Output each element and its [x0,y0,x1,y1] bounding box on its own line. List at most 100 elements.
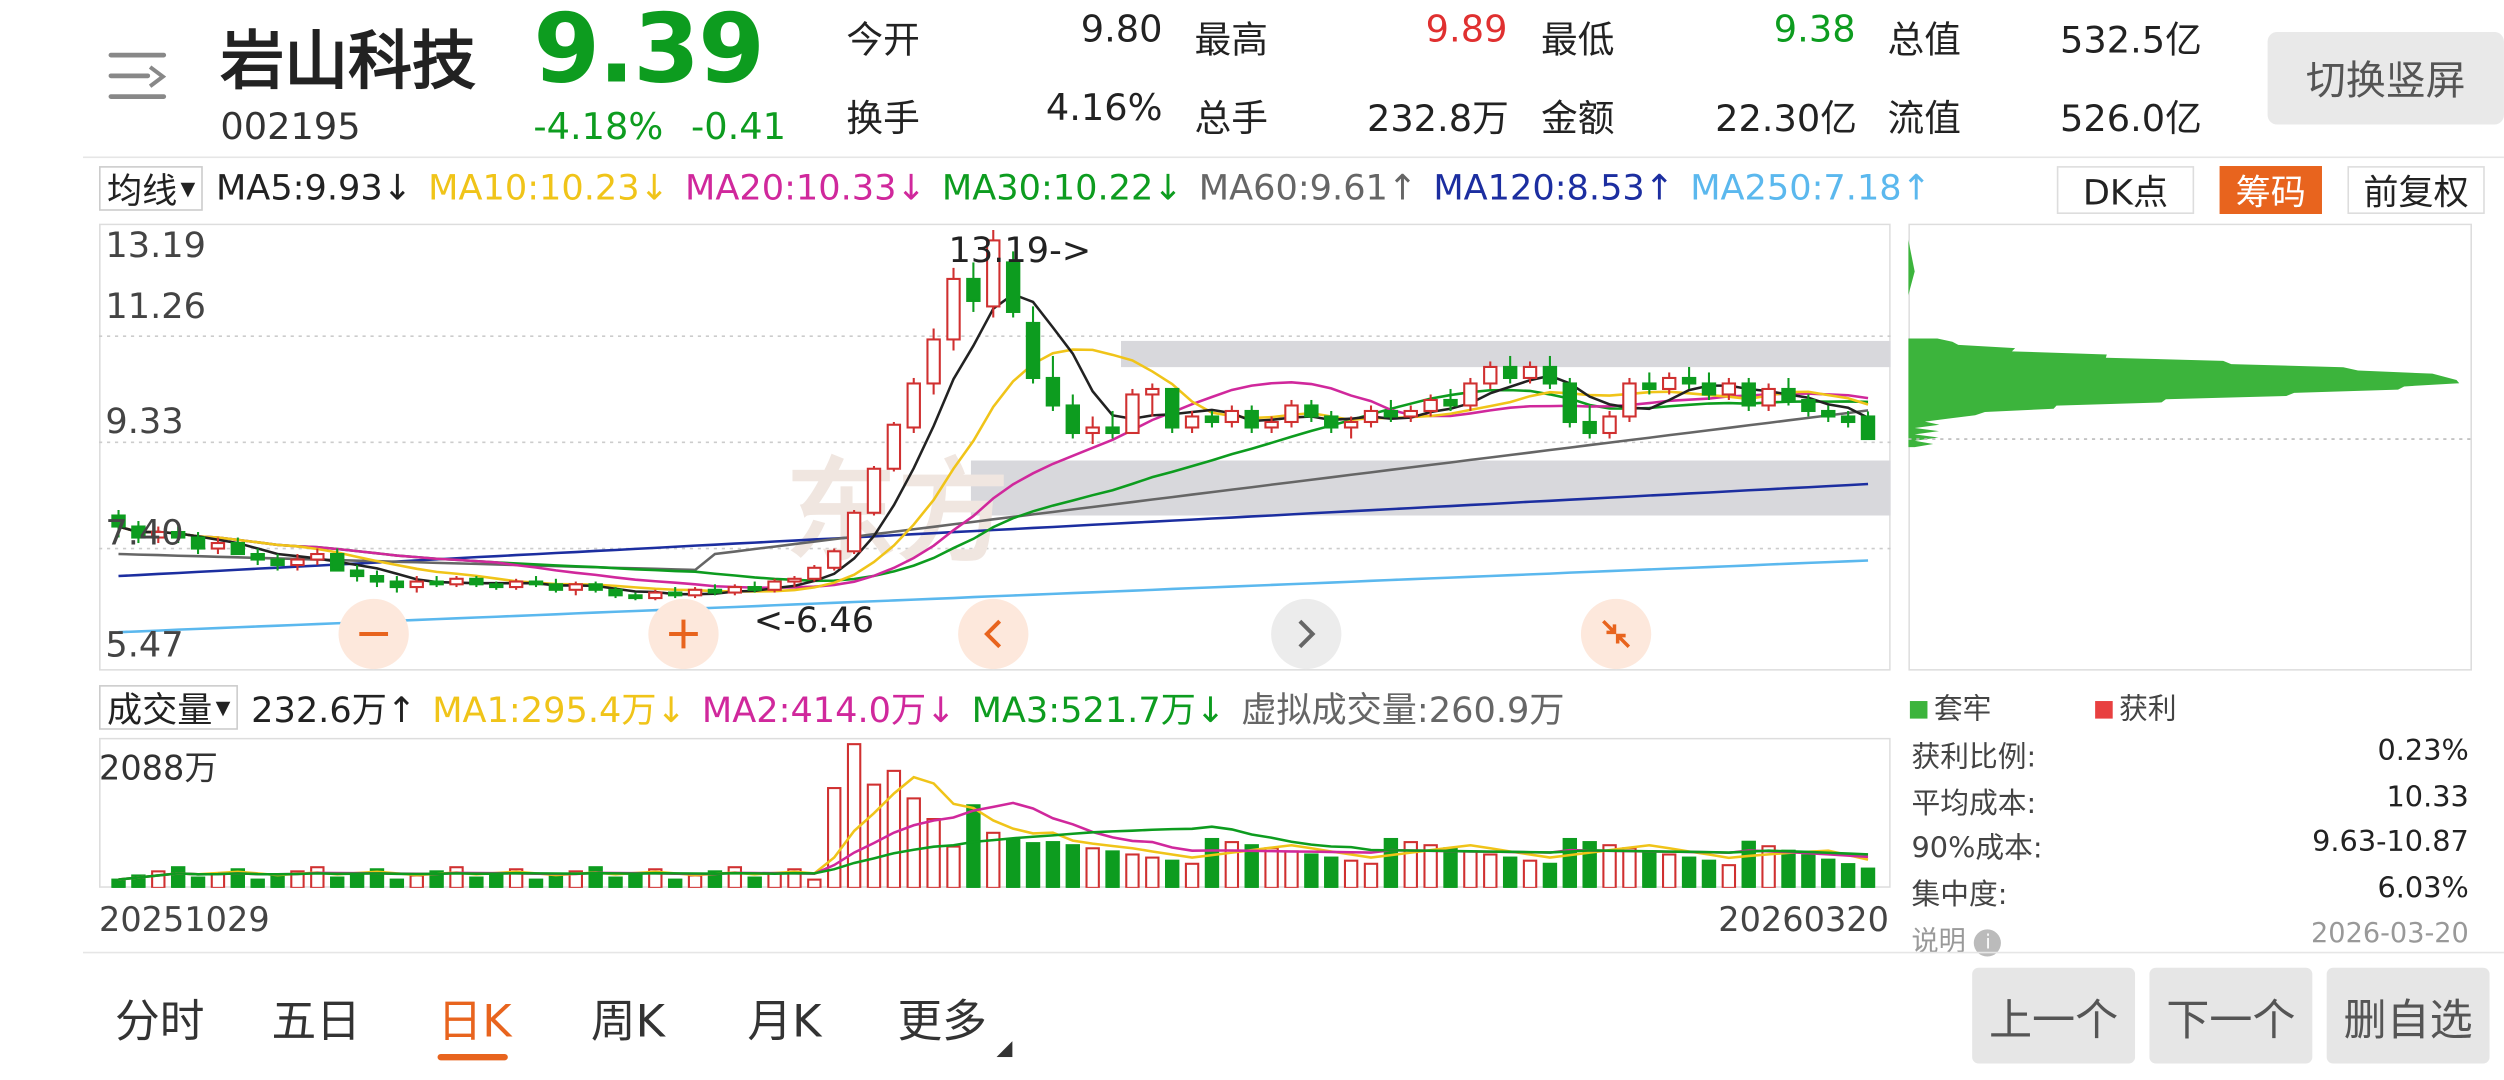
tab-3[interactable]: 周K [590,994,665,1048]
candle [1085,416,1100,444]
arrow-icon: ↑ [1387,168,1418,209]
arrow-icon: ↓ [1153,168,1183,209]
tab-5[interactable]: 更多 [897,994,987,1048]
start-date: 20251029 [99,900,270,939]
candle [1383,399,1399,422]
arrow-icon: ↑ [1644,168,1675,209]
ma-item-value: MA250:7.18 [1690,168,1902,209]
candle [1423,394,1438,417]
volume-bar [1324,856,1339,888]
candle [1463,377,1478,411]
next-icon[interactable] [1271,598,1342,670]
tab-4[interactable]: 月K [747,994,822,1048]
prev-icon[interactable] [958,598,1029,670]
ma-selector[interactable]: 均线 ▼ [99,166,204,212]
collapse-icon[interactable] [1580,598,1652,670]
volume-bar [1821,858,1836,888]
volume-bar [250,878,265,888]
tab-2[interactable]: 日K [437,994,512,1048]
chip-button[interactable]: 筹码 [2219,166,2322,214]
adjust-button[interactable]: 前复权 [2347,166,2485,214]
chip-frame [1908,223,2473,671]
volume-bar [1721,864,1737,888]
candle [1522,361,1538,384]
candle [489,581,504,590]
tab-1[interactable]: 五日 [271,994,361,1048]
candle [866,466,882,516]
stat-label-1: 平均成本: [1911,786,2037,821]
ma-item-4: MA60:9.61↑ [1199,168,1418,208]
arrow-icon: ↑ [1901,168,1932,209]
volume-bar [1781,849,1796,888]
volume-bar [1602,844,1617,888]
volume-bar [1383,837,1399,888]
candle [310,548,325,566]
prev-stock-button[interactable]: 上一个 [1972,967,2136,1064]
dk-point-button[interactable]: DK点 [2056,166,2195,214]
ma120-line [118,482,1869,578]
candle [1145,383,1160,417]
volume-bar [170,866,186,888]
menu-icon[interactable] [108,52,167,101]
candle [1045,355,1061,411]
candle [409,576,424,593]
candle [1681,366,1697,389]
candle [906,377,921,433]
candle [1005,251,1021,318]
chip-profile-top [1908,239,1915,296]
candle [250,548,265,566]
stat-label-0: 获利比例: [1911,740,2037,775]
zoom-out-icon[interactable] [338,598,409,670]
candle [926,328,941,395]
candle [1244,405,1259,433]
volume-ma-item-value: 虚拟成交量:260.9万 [1241,691,1565,732]
quote-label-3: 总值 [1887,20,1961,63]
stock-name: 岩山科技 [220,25,476,100]
quote-value-3: 532.5亿 [2060,20,2202,63]
tab-0[interactable]: 分时 [114,994,205,1048]
candle [727,584,743,596]
volume-ma-item-value: MA2:414.0万 [701,691,927,732]
volume-chart[interactable] [99,737,1891,888]
volume-bar [827,787,842,888]
quote-value-1: 9.89 [1425,9,1508,52]
zoom-in-icon[interactable] [648,598,719,670]
candle [787,576,802,588]
price-tick-label: 11.26 [105,287,206,328]
low-annotation: <-6.46 [754,600,874,641]
candle [1662,372,1677,395]
candle [886,421,902,472]
switch-portrait-button[interactable]: 切换竖屏 [2267,31,2504,125]
high-annotation: 13.19-> [949,230,1092,271]
chart-frame [99,223,1891,671]
volume-bar [608,876,623,888]
quote-label-2: 最低 [1541,20,1615,63]
quote-value-5: 232.8万 [1366,99,1509,141]
volume-bar [846,743,862,888]
volume-indicator-bar: 成交量 ▼ 232.6万↑ MA1:295.4万↓ MA2:414.0万↓ MA3:52… [99,683,1580,731]
volume-bar [389,878,405,888]
volume-bar [588,866,603,888]
candle [966,262,981,312]
candle [1105,410,1120,439]
volume-bar [1065,844,1080,888]
active-tab-indicator [437,1053,508,1061]
candle [230,537,246,556]
remove-watchlist-button[interactable]: 删自选 [2326,967,2490,1064]
next-stock-button[interactable]: 下一个 [2149,967,2313,1064]
candle [1304,399,1319,422]
candle [628,592,643,601]
quote-label-0: 今开 [846,20,920,63]
ma-item-6: MA250:7.18↑ [1690,168,1931,208]
candle [1025,306,1041,384]
volume-bar [986,831,1001,888]
volume-bar [1005,838,1021,888]
candle [1264,416,1279,433]
more-corner-icon [996,1041,1013,1058]
volume-selector[interactable]: 成交量 ▼ [99,685,239,731]
legend-trapped: 套牢 [1909,687,1991,729]
candle [707,584,723,596]
volume-bar [628,872,643,888]
candle [648,589,663,601]
